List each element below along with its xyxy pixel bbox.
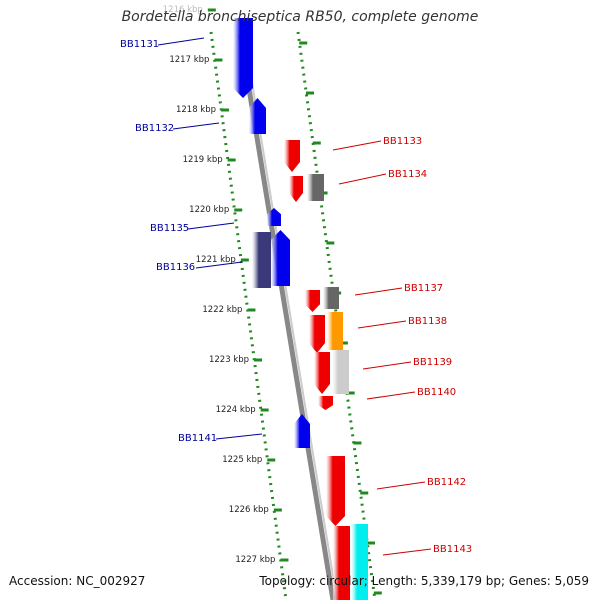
gene-blue-shape xyxy=(294,414,310,448)
gene-red-shape xyxy=(333,526,350,600)
genome-summary-text: Topology: circular; Length: 5,339,179 bp… xyxy=(259,574,589,588)
gene-label: BB1140 xyxy=(417,387,456,398)
map-title: Bordetella bronchiseptica RB50, complete… xyxy=(121,9,479,25)
scale-tick-label: 1216 kbp xyxy=(163,5,203,15)
gene-grey-shape xyxy=(323,287,339,309)
gene-navy-shape xyxy=(252,232,271,288)
gene-leader-line xyxy=(362,361,412,370)
gene-blue-shape xyxy=(271,230,290,286)
scale-tick-label: 1219 kbp xyxy=(183,155,223,165)
gene-label: BB1136 xyxy=(156,262,195,273)
gene-label: BB1141 xyxy=(178,433,217,444)
gene-leader-line xyxy=(195,261,243,269)
gene-label: BB1139 xyxy=(413,357,452,368)
gene-leader-line xyxy=(332,140,382,151)
gene-leader-line xyxy=(157,37,205,46)
gene-leader-line xyxy=(376,481,426,490)
gene-grey-shape xyxy=(307,174,324,201)
scale-line-outer xyxy=(296,31,377,601)
gene-leader-line xyxy=(382,548,432,556)
gene-leader-line xyxy=(366,391,416,400)
gene-label: BB1142 xyxy=(427,477,466,488)
gene-cyan-shape xyxy=(351,524,368,600)
gene-label: BB1143 xyxy=(433,544,472,555)
scale-tick-label: 1222 kbp xyxy=(202,305,242,315)
gene-label: BB1133 xyxy=(383,136,422,147)
gene-leader-line xyxy=(215,433,263,440)
gene-leader-line xyxy=(354,287,403,296)
gene-lgrey-shape xyxy=(332,350,349,394)
scale-tick-label: 1221 kbp xyxy=(196,255,236,265)
scale-tick-label: 1225 kbp xyxy=(222,455,262,465)
scale-tick-label: 1227 kbp xyxy=(235,555,275,565)
accession-text: Accession: NC_002927 xyxy=(9,574,146,588)
scale-tick-label: 1217 kbp xyxy=(169,55,209,65)
gene-blue-shape xyxy=(233,18,253,98)
scale-line-inner xyxy=(209,31,288,601)
gene-label: BB1132 xyxy=(135,123,174,134)
gene-label: BB1134 xyxy=(388,169,427,180)
scale-tick-label: 1226 kbp xyxy=(229,505,269,515)
gene-red-shape xyxy=(309,315,325,353)
gene-red-shape xyxy=(318,396,333,410)
gene-label: BB1138 xyxy=(408,316,447,327)
gene-blue-shape xyxy=(249,98,266,134)
gene-leader-line xyxy=(172,122,220,130)
scale-tick-label: 1220 kbp xyxy=(189,205,229,215)
gene-blue-shape xyxy=(267,208,281,226)
gene-label: BB1131 xyxy=(120,39,159,50)
gene-red-shape xyxy=(326,456,345,526)
gene-orange-shape xyxy=(327,312,343,350)
gene-leader-line xyxy=(338,173,387,185)
gene-label: BB1135 xyxy=(150,223,189,234)
gene-red-shape xyxy=(305,290,320,312)
scale-tick-label: 1224 kbp xyxy=(216,405,256,415)
scale-tick-label: 1223 kbp xyxy=(209,355,249,365)
gene-leader-line xyxy=(187,222,235,230)
gene-red-shape xyxy=(314,352,330,394)
gene-label: BB1137 xyxy=(404,283,443,294)
gene-leader-line xyxy=(357,320,407,329)
scale-tick-label: 1218 kbp xyxy=(176,105,216,115)
gene-red-shape xyxy=(284,140,300,172)
gene-red-shape xyxy=(289,176,303,202)
